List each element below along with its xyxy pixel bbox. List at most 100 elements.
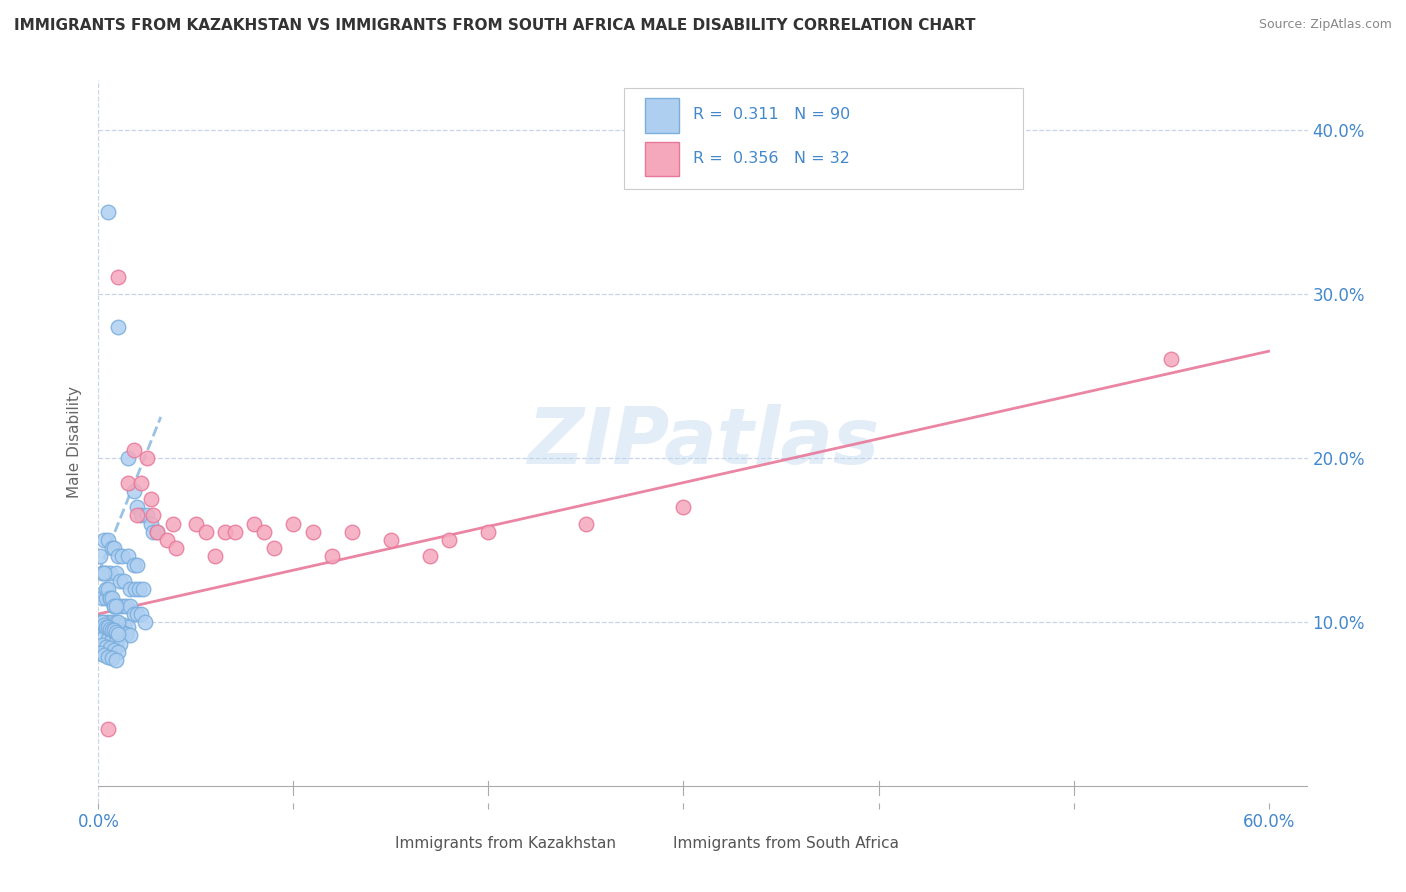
Point	[194, 524, 217, 539]
Point	[96, 566, 118, 580]
Point	[136, 508, 159, 523]
Point	[104, 653, 127, 667]
Point	[139, 516, 162, 531]
Point	[122, 607, 145, 621]
Point	[127, 500, 149, 515]
Point	[139, 491, 162, 506]
Point	[165, 541, 187, 556]
Bar	[645, 142, 679, 177]
Point	[124, 582, 146, 597]
Point	[1160, 352, 1182, 367]
Point	[380, 533, 402, 547]
Point	[122, 483, 145, 498]
Text: R =  0.356   N = 32: R = 0.356 N = 32	[693, 151, 851, 166]
Point	[118, 599, 141, 613]
Point	[101, 651, 124, 665]
Point	[107, 319, 129, 334]
Point	[93, 618, 115, 632]
Point	[302, 524, 325, 539]
Point	[97, 582, 120, 597]
Y-axis label: Male Disability: Male Disability	[67, 385, 83, 498]
Point	[91, 620, 114, 634]
Point	[108, 636, 131, 650]
Point	[118, 582, 141, 597]
Point	[91, 638, 114, 652]
Point	[91, 591, 114, 605]
Point	[107, 270, 129, 285]
Point	[112, 574, 135, 588]
Point	[156, 533, 179, 547]
Point	[97, 722, 120, 736]
Point	[104, 599, 127, 613]
Point	[114, 599, 136, 613]
Bar	[630, 830, 661, 857]
Point	[96, 591, 118, 605]
Point	[97, 632, 120, 646]
Point	[101, 541, 124, 556]
Point	[146, 524, 169, 539]
Point	[96, 620, 118, 634]
Point	[107, 624, 129, 638]
Point	[575, 516, 598, 531]
Point	[108, 574, 131, 588]
Point	[122, 442, 145, 457]
Point	[672, 500, 695, 515]
Point	[162, 516, 184, 531]
Point	[118, 628, 141, 642]
Point	[93, 615, 115, 630]
FancyBboxPatch shape	[624, 87, 1024, 189]
Point	[439, 533, 461, 547]
Point	[111, 549, 134, 564]
Point	[128, 582, 150, 597]
Point	[131, 508, 153, 523]
Point	[204, 549, 226, 564]
Point	[122, 558, 145, 572]
Point	[97, 649, 120, 664]
Point	[89, 615, 111, 630]
Bar	[645, 98, 679, 133]
Point	[101, 591, 124, 605]
Text: Immigrants from South Africa: Immigrants from South Africa	[672, 836, 898, 851]
Point	[91, 615, 114, 630]
Point	[184, 516, 207, 531]
Point	[98, 622, 121, 636]
Point	[101, 624, 124, 638]
Point	[103, 599, 125, 613]
Point	[111, 599, 134, 613]
Point	[103, 599, 125, 613]
Point	[340, 524, 363, 539]
Point	[142, 524, 165, 539]
Point	[96, 640, 118, 654]
Point	[114, 626, 136, 640]
Point	[127, 607, 149, 621]
Point	[89, 646, 111, 660]
Point	[101, 615, 124, 630]
Point	[96, 622, 118, 636]
Point	[108, 618, 131, 632]
Point	[477, 524, 499, 539]
Point	[107, 615, 129, 630]
Point	[98, 641, 121, 656]
Point	[283, 516, 305, 531]
Point	[97, 533, 120, 547]
Point	[117, 475, 139, 490]
Point	[142, 508, 165, 523]
Point	[103, 643, 125, 657]
Point	[263, 541, 285, 556]
Point	[98, 591, 121, 605]
Point	[98, 591, 121, 605]
Point	[103, 624, 125, 638]
Text: ZIPatlas: ZIPatlas	[527, 403, 879, 480]
Point	[104, 625, 127, 640]
Point	[97, 204, 120, 219]
Point	[103, 541, 125, 556]
Point	[136, 450, 159, 465]
Point	[98, 566, 121, 580]
Point	[134, 615, 156, 630]
Point	[104, 635, 127, 649]
Point	[98, 622, 121, 636]
Point	[104, 615, 127, 630]
Text: Source: ZipAtlas.com: Source: ZipAtlas.com	[1258, 18, 1392, 31]
Point	[107, 599, 129, 613]
Point	[93, 648, 115, 662]
